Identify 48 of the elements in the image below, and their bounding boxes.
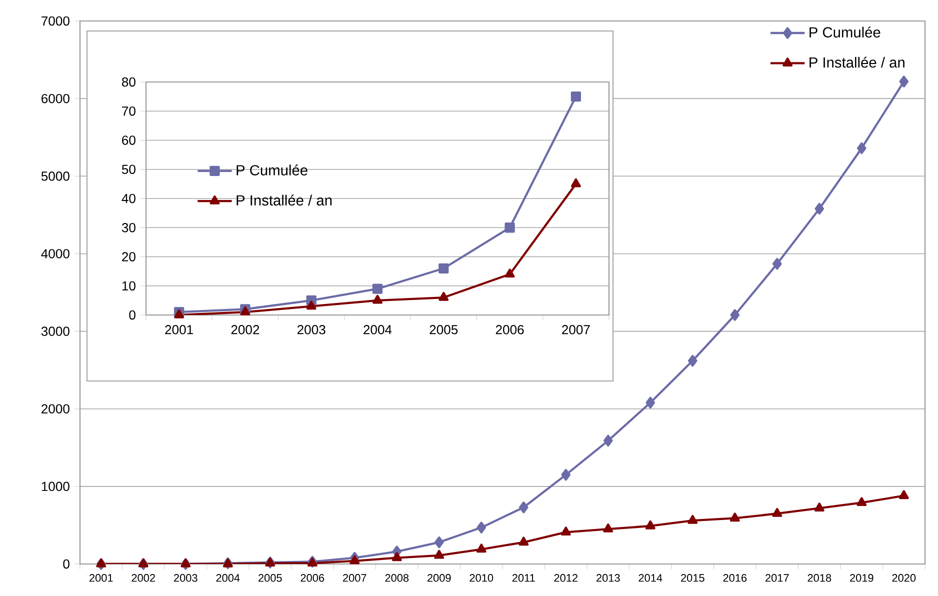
x-tick-label: 2012 bbox=[554, 574, 578, 582]
x-tick-label: 2003 bbox=[297, 325, 326, 334]
legend-label: P Installée / an bbox=[810, 56, 904, 68]
x-tick-label: 2005 bbox=[430, 325, 458, 334]
legend-label: P Installée / an bbox=[236, 194, 332, 206]
y-tick-label: 1000 bbox=[42, 482, 70, 492]
y-tick-label: 0 bbox=[63, 559, 70, 569]
y-tick-label: 6000 bbox=[42, 94, 70, 104]
legend-label: P Cumulée bbox=[810, 26, 880, 38]
x-tick-label: 2007 bbox=[562, 325, 590, 334]
x-tick-label: 2018 bbox=[808, 574, 832, 582]
y-tick-label: 50 bbox=[122, 164, 136, 174]
x-tick-label: 2020 bbox=[892, 574, 916, 582]
x-tick-label: 2011 bbox=[512, 574, 535, 582]
x-tick-label: 2015 bbox=[681, 574, 704, 582]
x-tick-label: 2006 bbox=[496, 325, 524, 334]
x-tick-label: 2008 bbox=[385, 574, 409, 582]
x-tick-label: 2019 bbox=[850, 574, 874, 582]
x-tick-label: 2001 bbox=[165, 325, 193, 334]
y-tick-label: 80 bbox=[122, 77, 136, 87]
x-tick-label: 2013 bbox=[596, 574, 620, 582]
y-tick-label: 10 bbox=[122, 281, 136, 290]
x-tick-label: 2002 bbox=[132, 574, 155, 582]
x-tick-label: 2009 bbox=[428, 574, 451, 582]
y-tick-label: 2000 bbox=[42, 404, 70, 414]
x-tick-label: 2006 bbox=[300, 574, 324, 582]
y-tick-label: 20 bbox=[122, 252, 136, 262]
x-tick-label: 2017 bbox=[766, 574, 789, 582]
y-tick-label: 7000 bbox=[42, 16, 70, 26]
x-tick-label: 2014 bbox=[638, 574, 662, 582]
legend-label: P Cumulée bbox=[236, 164, 308, 176]
y-tick-label: 3000 bbox=[41, 326, 70, 336]
x-tick-label: 2007 bbox=[343, 574, 366, 582]
x-tick-label: 2004 bbox=[364, 325, 392, 334]
x-tick-label: 2010 bbox=[470, 574, 494, 582]
x-tick-label: 2016 bbox=[723, 574, 747, 582]
y-tick-label: 0 bbox=[129, 310, 136, 320]
x-tick-label: 2005 bbox=[258, 574, 282, 582]
y-tick-label: 40 bbox=[122, 194, 136, 204]
y-tick-label: 4000 bbox=[41, 249, 70, 258]
x-tick-label: 2003 bbox=[174, 574, 198, 582]
x-tick-label: 2004 bbox=[216, 574, 240, 582]
y-tick-label: 30 bbox=[122, 223, 136, 232]
y-tick-label: 60 bbox=[122, 136, 136, 145]
x-tick-label: 2002 bbox=[231, 325, 260, 334]
y-tick-label: 5000 bbox=[41, 172, 70, 181]
y-tick-label: 70 bbox=[122, 106, 136, 116]
x-tick-label: 2001 bbox=[90, 574, 113, 582]
